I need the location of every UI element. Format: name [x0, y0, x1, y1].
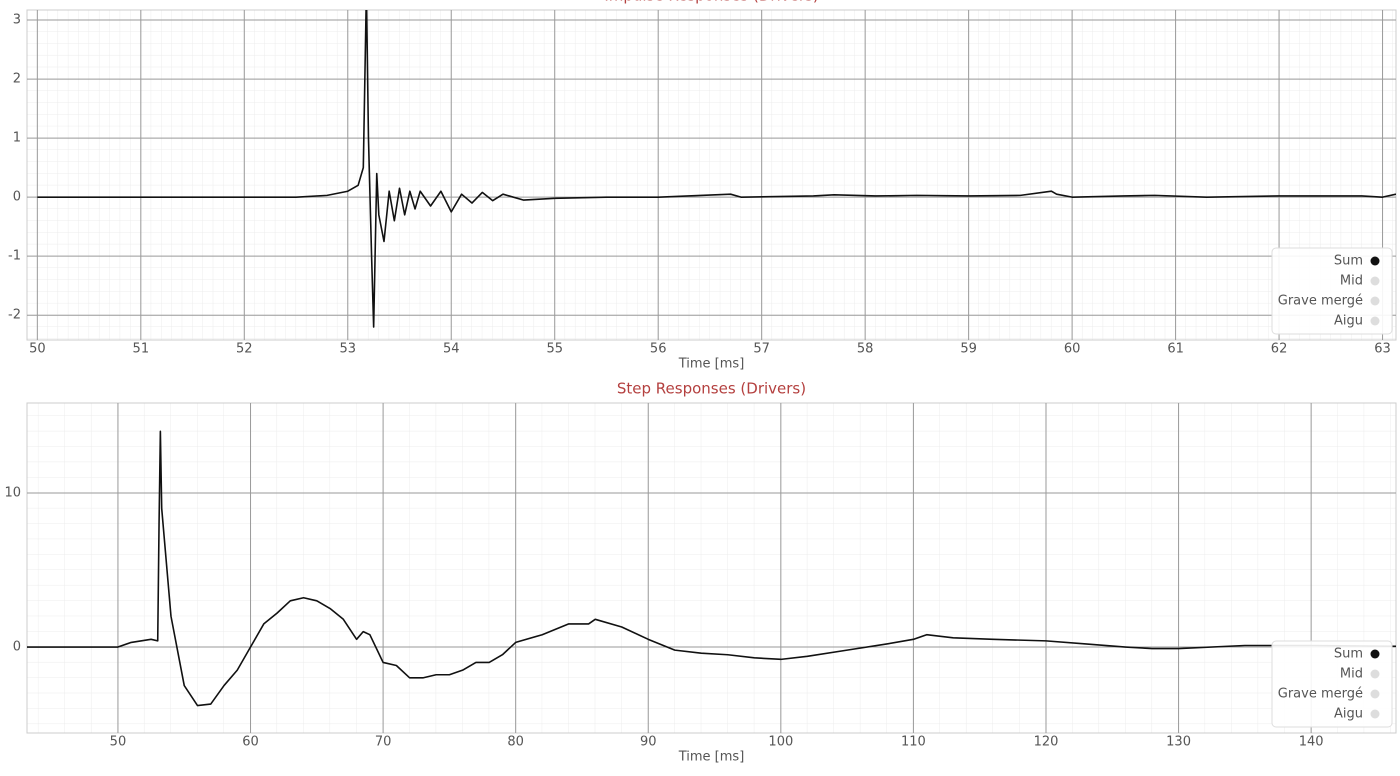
x-tick-label: 59	[960, 342, 977, 357]
y-tick-label: 3	[13, 13, 21, 28]
y-tick-label: 2	[13, 72, 21, 87]
legend-marker	[1370, 276, 1380, 286]
legend-label: Sum	[1334, 647, 1363, 662]
x-tick-label: 120	[1034, 735, 1059, 750]
x-axis-label: Time [ms]	[678, 750, 745, 765]
x-tick-label: 130	[1166, 735, 1191, 750]
x-tick-label: 58	[857, 342, 874, 357]
x-tick-label: 100	[768, 735, 793, 750]
legend-label: Sum	[1334, 254, 1363, 269]
x-tick-label: 51	[133, 342, 150, 357]
x-tick-label: 61	[1167, 342, 1184, 357]
x-tick-label: 54	[443, 342, 460, 357]
chart-title: Impulse Responses (Drivers)	[604, 0, 818, 5]
legend-label: Grave mergé	[1278, 294, 1363, 309]
x-tick-label: 60	[242, 735, 259, 750]
legend-marker	[1370, 669, 1380, 679]
x-tick-label: 110	[901, 735, 926, 750]
x-tick-label: 63	[1374, 342, 1391, 357]
x-tick-label: 56	[650, 342, 667, 357]
y-tick-label: 1	[13, 131, 21, 146]
legend-marker	[1370, 256, 1380, 266]
legend-box	[1271, 640, 1393, 728]
x-tick-label: 60	[1064, 342, 1081, 357]
legend-label: Mid	[1340, 274, 1363, 289]
y-tick-label: 0	[13, 640, 21, 655]
x-tick-label: 80	[507, 735, 524, 750]
x-tick-label: 50	[110, 735, 127, 750]
x-tick-label: 90	[640, 735, 657, 750]
series-line	[27, 430, 1396, 707]
legend-marker	[1370, 296, 1380, 306]
legend-marker	[1370, 316, 1380, 326]
chart-title: Step Responses (Drivers)	[617, 380, 806, 398]
x-tick-label: 52	[236, 342, 253, 357]
x-axis-label: Time [ms]	[678, 357, 745, 372]
legend-label: Aigu	[1334, 314, 1363, 329]
legend-label: Grave mergé	[1278, 687, 1363, 702]
plot-area	[26, 402, 1397, 734]
legend-marker	[1370, 709, 1380, 719]
x-tick-label: 50	[29, 342, 46, 357]
x-tick-label: 62	[1271, 342, 1288, 357]
legend-box	[1271, 247, 1393, 335]
x-tick-label: 55	[546, 342, 563, 357]
x-tick-label: 57	[753, 342, 770, 357]
legend-label: Aigu	[1334, 707, 1363, 722]
legend-marker	[1370, 689, 1380, 699]
plot-area	[26, 9, 1397, 341]
y-tick-label: 0	[13, 190, 21, 205]
series-line	[37, 10, 1396, 328]
x-tick-label: 53	[340, 342, 357, 357]
y-tick-label: 10	[4, 485, 21, 500]
legend-label: Mid	[1340, 667, 1363, 682]
x-tick-label: 140	[1299, 735, 1324, 750]
y-tick-label: -1	[8, 249, 21, 264]
legend-marker	[1370, 649, 1380, 659]
x-tick-label: 70	[375, 735, 392, 750]
y-tick-label: -2	[8, 308, 21, 323]
